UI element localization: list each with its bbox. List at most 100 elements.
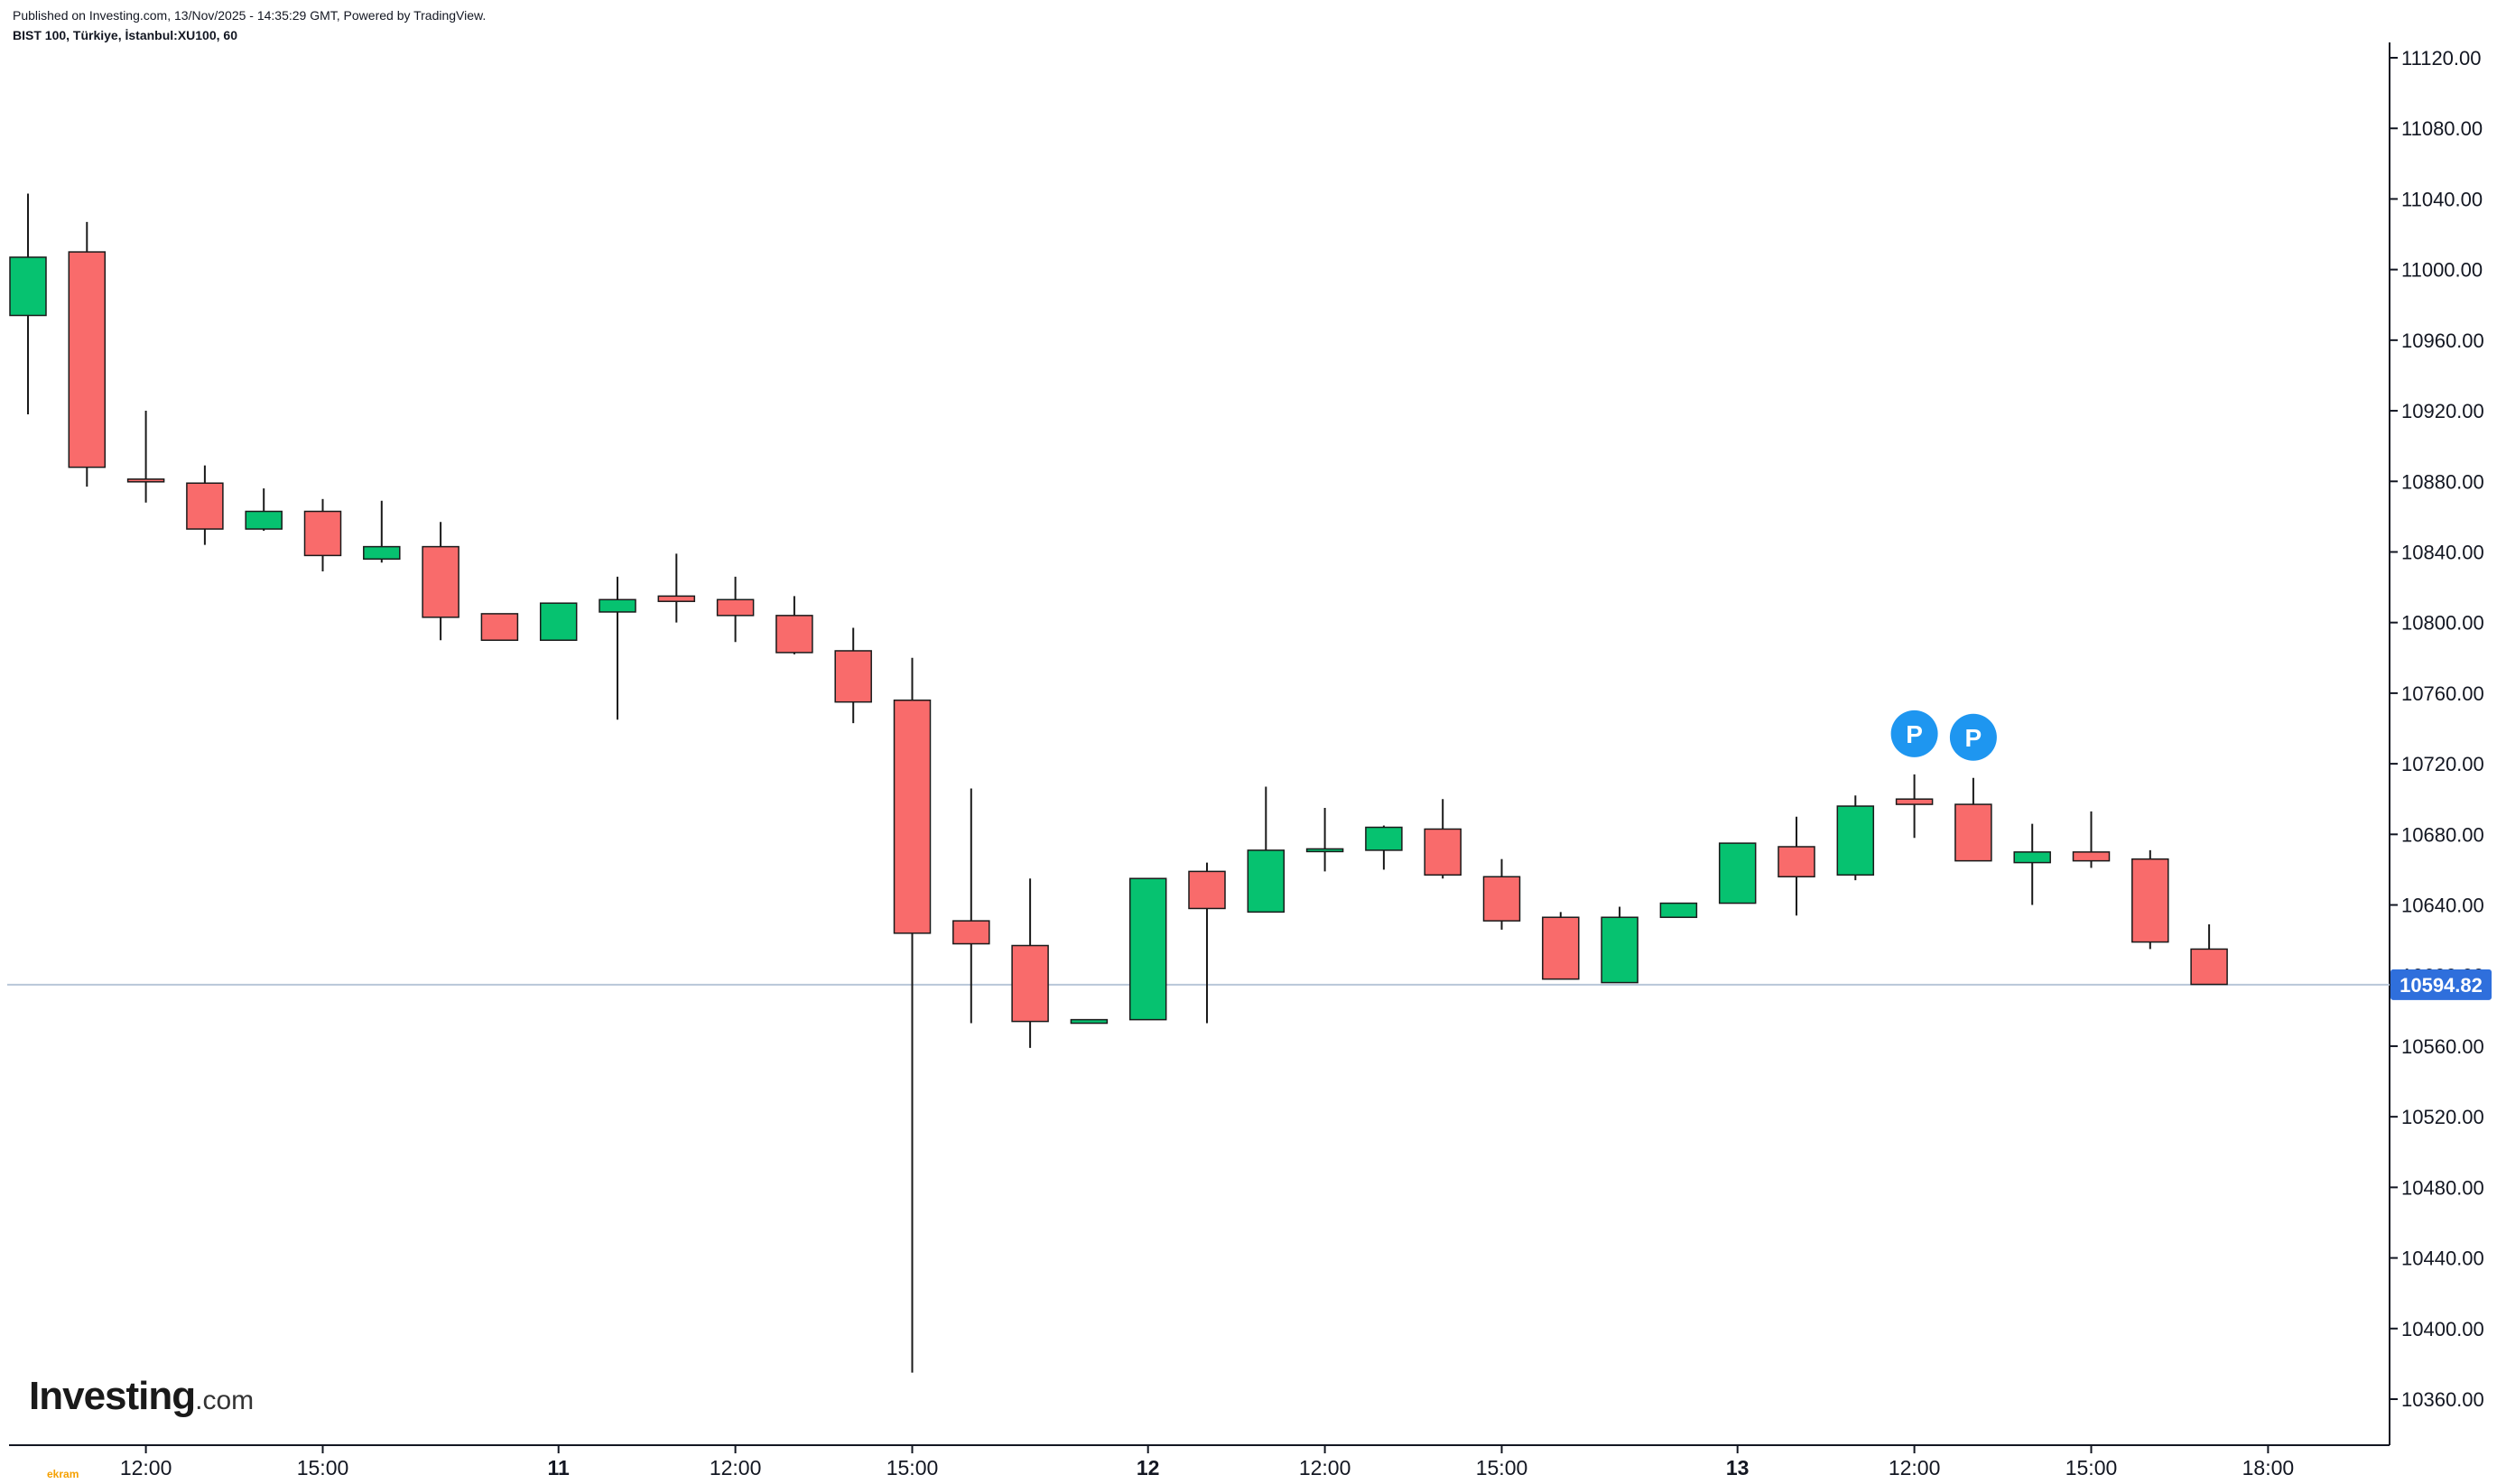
x-tick-label: 18:00 <box>2242 1456 2295 1479</box>
x-tick-label: 12:00 <box>120 1456 172 1479</box>
x-tick-label: 12:00 <box>710 1456 762 1479</box>
candle <box>893 657 932 1373</box>
p-marker <box>1949 713 1997 761</box>
x-tick-label: 13 <box>1726 1456 1750 1479</box>
candle <box>1778 816 1815 916</box>
candle-body <box>599 598 636 613</box>
candle <box>1424 799 1462 879</box>
candle <box>68 221 107 487</box>
candle-body <box>1601 916 1638 984</box>
candles-series <box>9 193 2228 1373</box>
candle <box>2190 924 2228 986</box>
candle <box>775 596 813 654</box>
candle-body <box>126 478 165 483</box>
logo-suffix-text: .com <box>195 1386 255 1415</box>
y-tick-label: 10640.00 <box>2401 895 2484 917</box>
symbol-title: BIST 100, Türkiye, İstanbul:XU100, 60 <box>13 28 237 42</box>
candle-body <box>539 602 578 641</box>
candle <box>1188 862 1226 1024</box>
y-tick-label: 10720.00 <box>2401 753 2484 775</box>
x-tick-label: 15:00 <box>2065 1456 2118 1479</box>
candle <box>186 465 224 545</box>
candle-body <box>422 545 459 618</box>
y-tick-label: 10800.00 <box>2401 612 2484 635</box>
last-price-tag <box>2390 969 2492 1000</box>
candle <box>1954 777 1992 862</box>
y-tick-label: 10760.00 <box>2401 682 2484 705</box>
candle-body <box>1011 944 1049 1023</box>
candle <box>1718 842 1757 904</box>
p-marker-label: P <box>1965 724 1982 752</box>
y-tick-label: 10400.00 <box>2401 1318 2484 1340</box>
candle-body <box>363 545 401 561</box>
candle-body <box>2013 851 2051 864</box>
candle-body <box>68 251 107 468</box>
candle-body <box>2072 851 2111 862</box>
candle <box>363 500 401 563</box>
candle <box>657 553 696 623</box>
candle-body <box>2131 858 2169 943</box>
candle-body <box>1542 916 1580 980</box>
candle <box>716 576 755 643</box>
x-tick-label: 15:00 <box>886 1456 939 1479</box>
candle <box>1247 786 1286 914</box>
candle-body <box>1070 1018 1109 1025</box>
y-tick-label: 10920.00 <box>2401 400 2484 422</box>
candle-body <box>303 510 342 557</box>
x-axis: 12:00 15:00 11 12:00 15:00 12 12:00 15:00 13 12:0… <box>120 1445 2294 1479</box>
candle <box>1305 807 1344 872</box>
x-tick-label: 11 <box>548 1456 571 1479</box>
x-tick-label: 15:00 <box>297 1456 349 1479</box>
candle-body <box>893 699 932 934</box>
candle <box>1011 878 1049 1048</box>
candle-body <box>1424 828 1462 876</box>
x-tick-label: 12:00 <box>1889 1456 1941 1479</box>
candle <box>834 627 872 724</box>
y-tick-label: 10520.00 <box>2401 1106 2484 1128</box>
y-axis: 11120.00 11080.00 11040.00 11000.00 10960.00… <box>2390 47 2484 1411</box>
y-tick-label: 10360.00 <box>2401 1388 2484 1411</box>
candle-body <box>1778 846 1815 877</box>
candle <box>1659 902 1698 918</box>
y-tick-label: 10680.00 <box>2401 823 2484 846</box>
candle-body <box>1128 877 1167 1021</box>
candle <box>303 498 342 571</box>
candle <box>1128 877 1167 1021</box>
candle-body <box>1305 848 1344 853</box>
candle <box>1365 825 1403 870</box>
candle-body <box>1365 826 1403 851</box>
candle-body <box>834 650 872 703</box>
candle <box>1601 906 1638 984</box>
candle-body <box>1247 849 1286 914</box>
candle <box>2072 811 2111 868</box>
candle <box>1070 1018 1109 1025</box>
p-marker-label: P <box>1906 720 1923 748</box>
x-tick-label: 15:00 <box>1476 1456 1528 1479</box>
y-tick-label: 10440.00 <box>2401 1247 2484 1270</box>
last-price-label: 10594.82 <box>2400 974 2483 997</box>
candle <box>9 193 47 414</box>
y-tick-label: 11040.00 <box>2401 188 2483 210</box>
y-tick-label: 10880.00 <box>2401 470 2484 493</box>
y-tick-label: 11120.00 <box>2401 47 2482 70</box>
candle-body <box>1954 803 1992 862</box>
ekram-badge: ekram <box>47 1468 79 1480</box>
candle <box>422 522 459 641</box>
candle-body <box>1659 902 1698 918</box>
candle <box>126 411 165 503</box>
candle <box>2013 823 2051 905</box>
candle-body <box>480 613 519 641</box>
candle <box>2131 849 2169 950</box>
published-text: Published on Investing.com, 13/Nov/2025 … <box>13 8 487 23</box>
x-tick-label: 12 <box>1137 1456 1160 1479</box>
candle-body <box>9 256 47 317</box>
candle <box>480 613 519 641</box>
investing-logo: Investing.com <box>29 1374 254 1419</box>
logo-main-text: Investing <box>29 1374 196 1418</box>
y-tick-label: 10560.00 <box>2401 1035 2484 1058</box>
candle <box>1895 774 1934 839</box>
y-tick-label: 10840.00 <box>2401 541 2484 563</box>
candle <box>599 576 636 720</box>
